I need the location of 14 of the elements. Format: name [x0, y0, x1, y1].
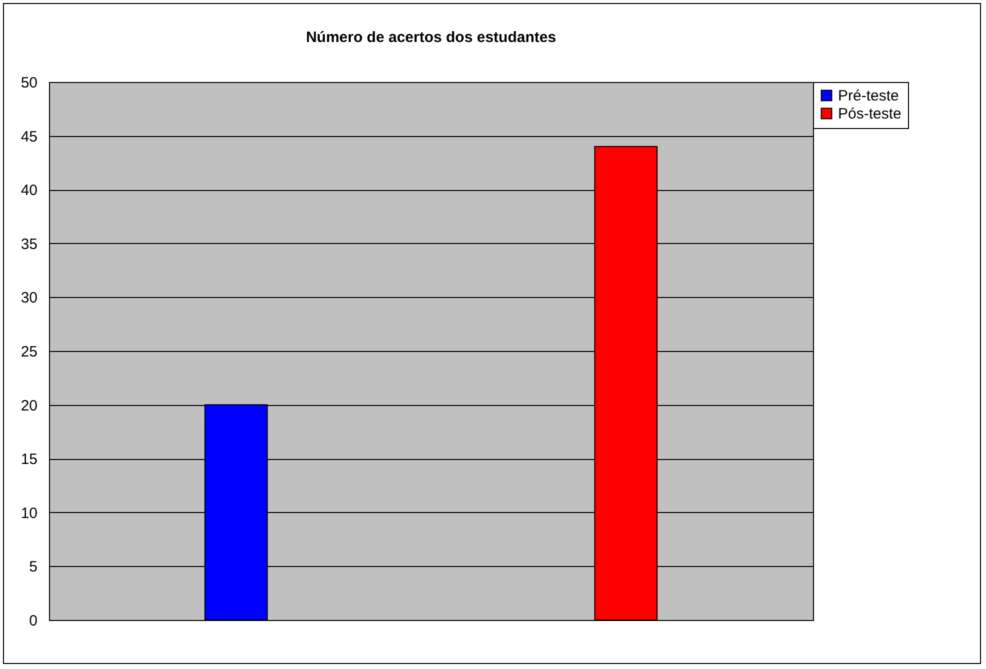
- legend-label: Pós-teste: [838, 106, 902, 122]
- y-tick-label: 45: [20, 128, 38, 146]
- y-tick-label: 15: [20, 451, 38, 468]
- legend-label: Pré-teste: [838, 88, 899, 104]
- y-tick-label: 20: [20, 397, 38, 414]
- y-tick-label: 10: [20, 504, 38, 522]
- y-tick-label: 40: [20, 182, 38, 200]
- y-tick-label: 25: [20, 344, 38, 360]
- chart-title: Número de acertos dos estudantes: [306, 29, 556, 46]
- y-tick-label: 30: [20, 290, 38, 307]
- y-tick-label: 50: [20, 74, 38, 92]
- y-tick-label: 0: [29, 612, 38, 630]
- y-tick-label: 5: [29, 558, 38, 576]
- y-tick-label: 35: [20, 236, 38, 253]
